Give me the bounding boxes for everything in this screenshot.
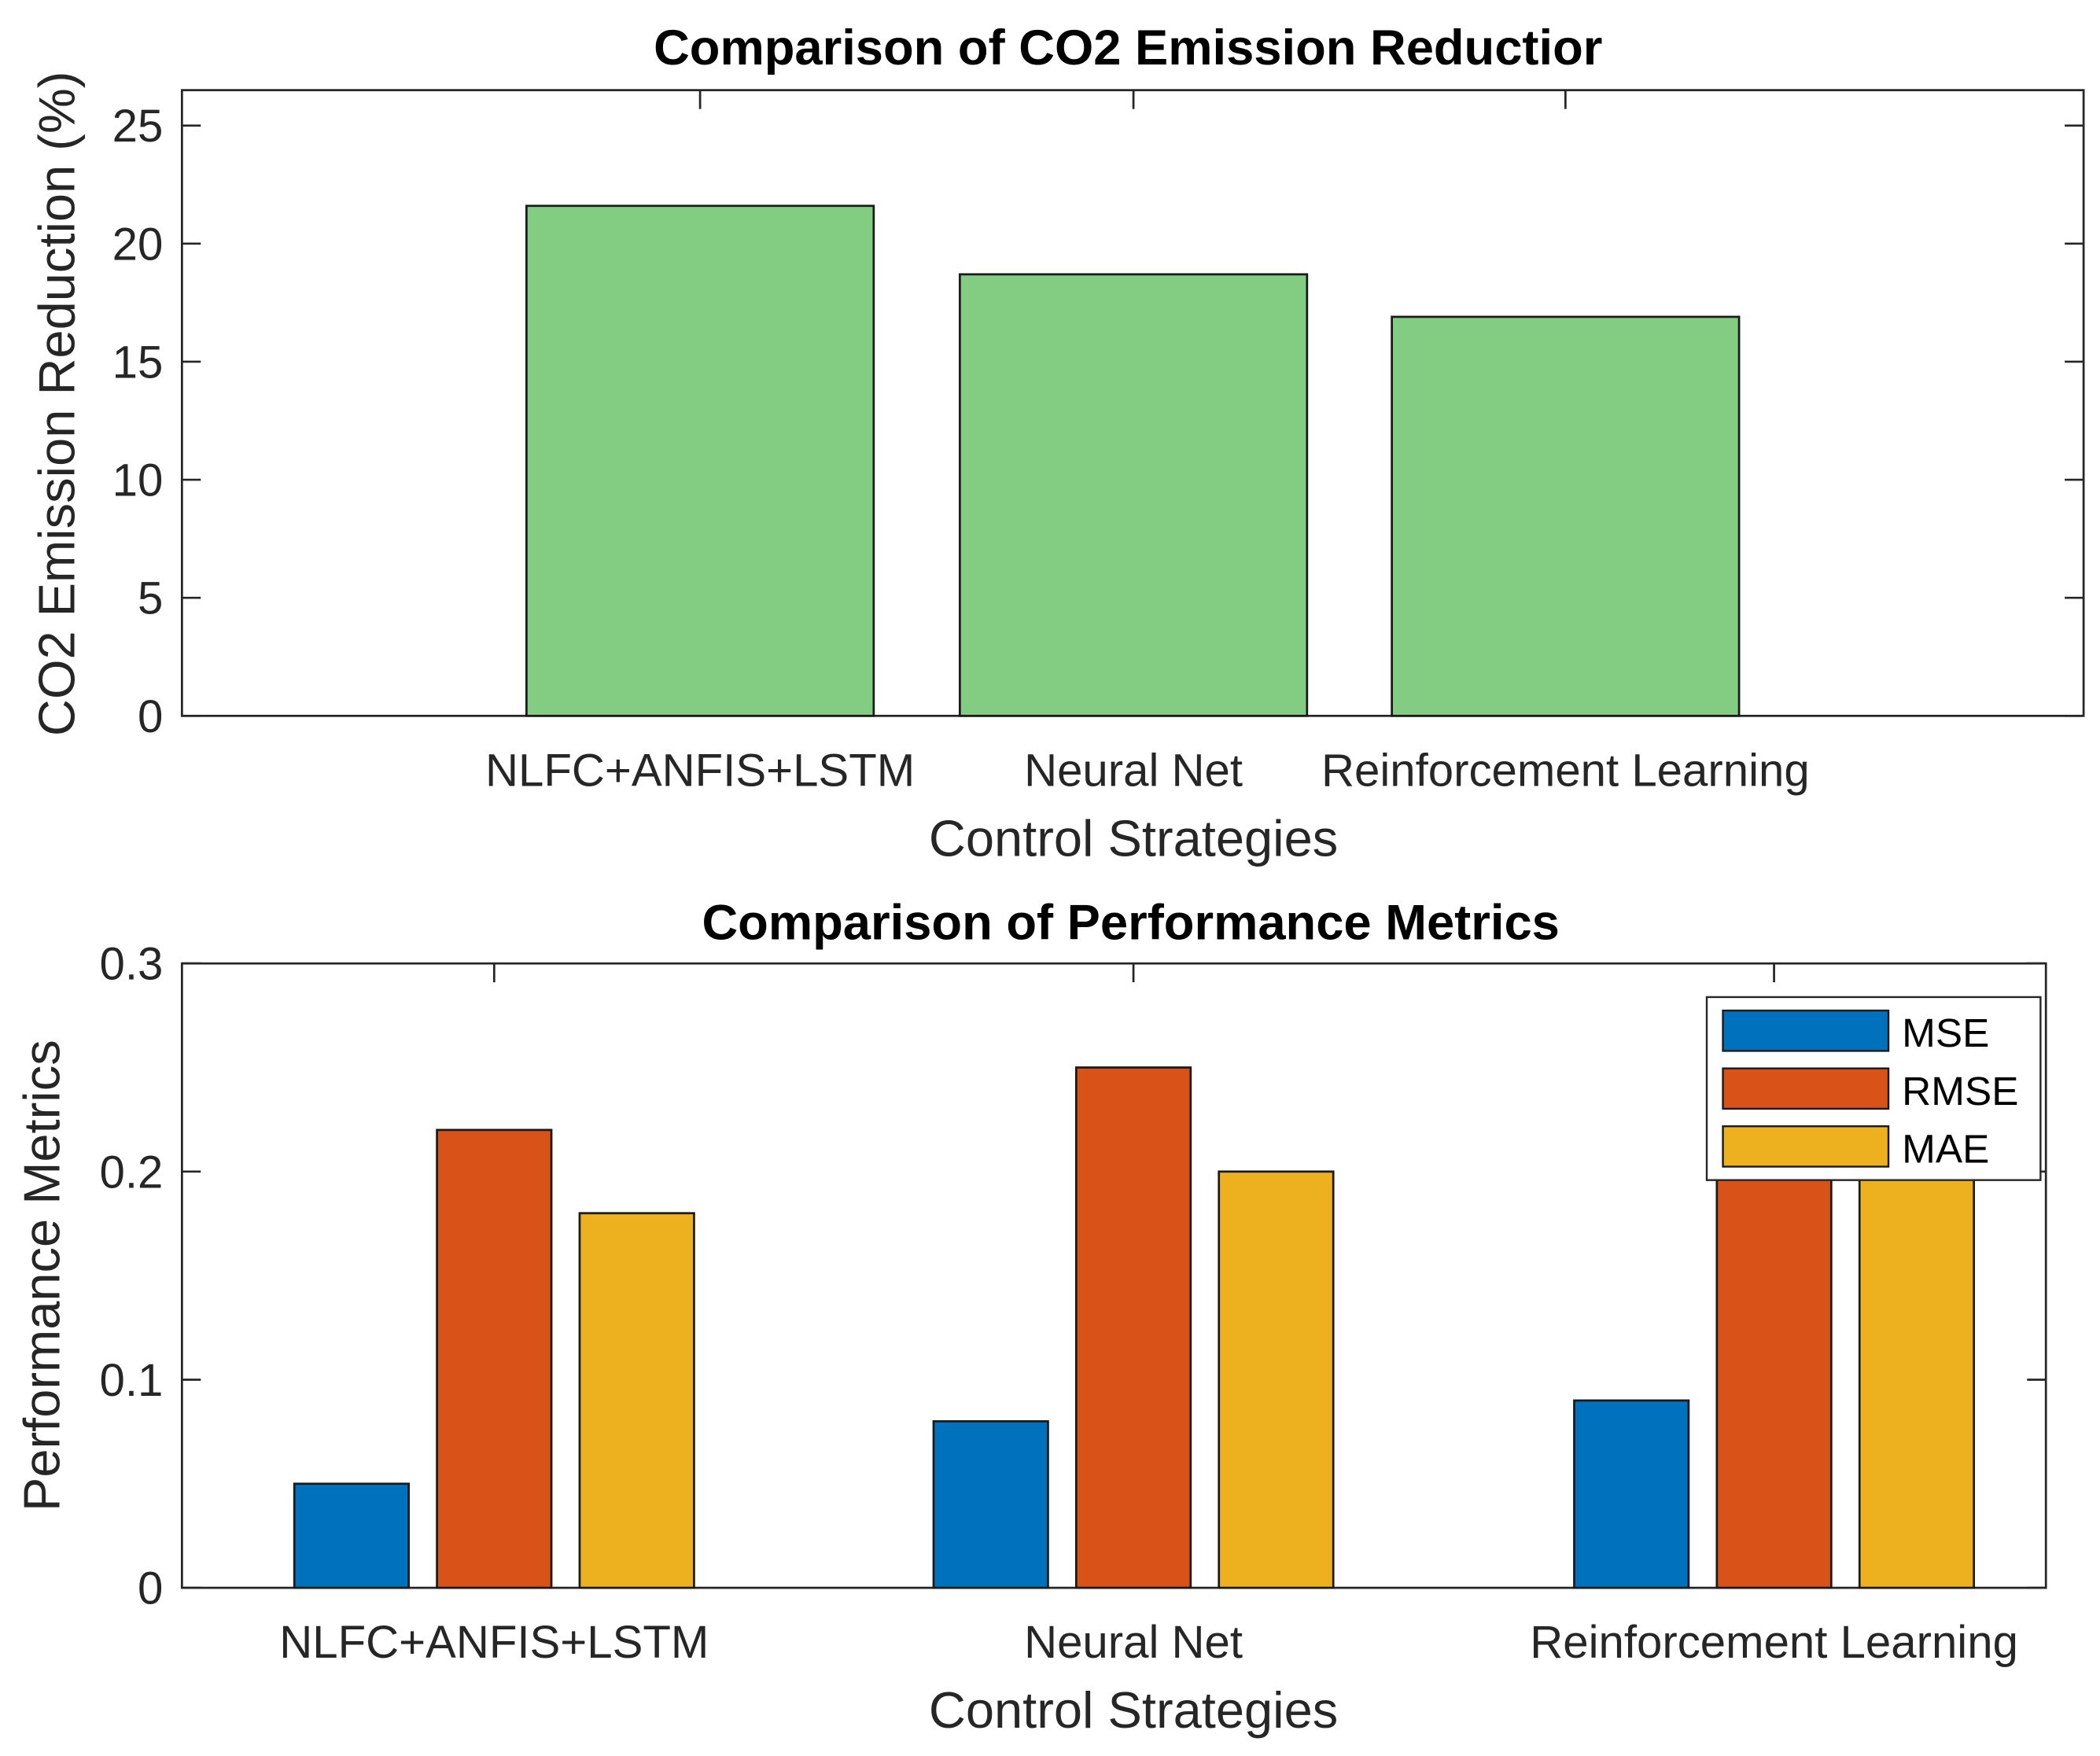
y-tick-label: 0 [138,1563,163,1614]
bar-mse [932,1420,1049,1589]
legend-label: MSE [1902,1011,1989,1055]
legend-swatch-rmse [1722,1067,1890,1110]
y-tick-label: 25 [112,101,164,152]
bar [1391,315,1741,717]
co2-reduction-chart: Comparison of CO2 Emission Reductior Con… [28,20,2085,867]
x-tick-label: NLFC+ANFIS+LSTM [279,1617,709,1668]
y-tick-label: 20 [112,219,164,270]
bar-mse [1573,1399,1690,1589]
y-tick-label: 0 [138,691,163,742]
chart-title: Comparison of Performance Metrics [702,895,1559,950]
y-axis-label: CO2 Emission Reduction (%) [28,72,85,737]
y-tick-label: 5 [138,573,163,624]
bar-mae [1218,1170,1335,1589]
bar-mae [578,1212,695,1589]
x-axis-label: Control Strategies [929,809,1338,867]
x-tick-label: NLFC+ANFIS+LSTM [485,745,915,796]
legend-swatch-mae [1722,1125,1890,1168]
bar-rmse [1074,1066,1192,1589]
x-tick-label: Reinforcement Learning [1530,1617,2018,1668]
x-tick-label: Reinforcement Learning [1321,745,1810,796]
y-axis-label: Performance Metrics [13,1040,71,1511]
y-tick-label: 10 [112,455,164,506]
performance-metrics-chart: Comparison of Performance Metrics Contro… [13,895,2047,1739]
bar [958,273,1309,717]
bar [525,204,875,717]
legend-swatch-mse [1722,1009,1890,1052]
bar-rmse [436,1128,553,1589]
chart-title: Comparison of CO2 Emission Reductior [654,20,1602,75]
legend-label: RMSE [1902,1069,2018,1114]
bar-mae [1858,1149,1976,1589]
y-tick-label: 0.1 [100,1355,164,1406]
x-tick-label: Neural Net [1024,1617,1243,1668]
legend-label: MAE [1902,1126,1989,1171]
y-tick-label: 15 [112,337,164,388]
y-tick-label: 0.2 [100,1147,164,1198]
bar-mse [293,1482,411,1589]
x-axis-label: Control Strategies [929,1681,1338,1739]
x-tick-label: Neural Net [1024,745,1243,796]
legend: MSE RMSE MAE [1705,996,2042,1181]
y-tick-label: 0.3 [100,939,164,990]
